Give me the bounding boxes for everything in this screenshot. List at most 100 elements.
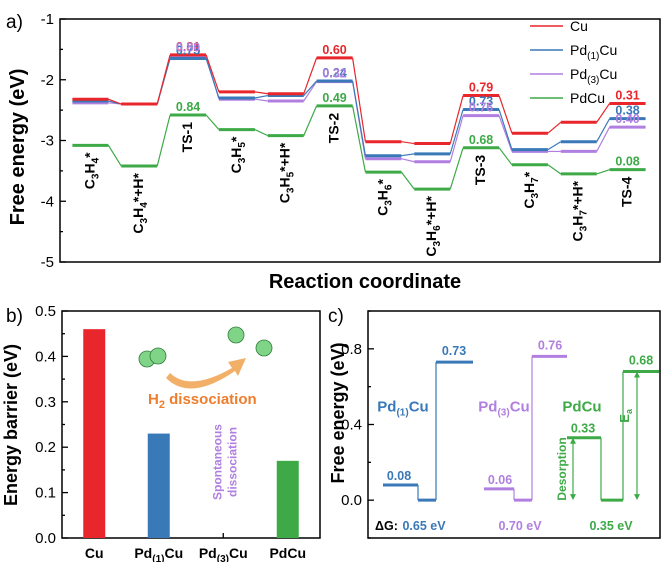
panel-a-state-label: C3H7* [521, 171, 541, 208]
state-label-main: C [521, 199, 537, 209]
panel-a-legend-label-Cu: Cu [570, 18, 588, 34]
panel-a-connector-PdCu [107, 145, 122, 167]
panel-b-x-tick-label-Cu: Cu [85, 545, 104, 561]
panel-c-desorption-arrow-head [570, 437, 576, 444]
panel-a-x-axis-label: Reaction coordinate [269, 271, 461, 293]
panel-b-spontaneous-label: Spontaneousdissociation [210, 424, 239, 500]
state-label-tail: *+H* [423, 196, 439, 226]
panel-a-connector-Cu [547, 121, 562, 134]
state-label-h: H [130, 208, 146, 218]
panel-b-x-tick-label-PdCu: PdCu [269, 545, 306, 561]
panel-a-connector-Cu [254, 91, 268, 95]
state-label-tail: *+H* [277, 142, 293, 172]
panel-a-connector-Cu [351, 57, 367, 142]
state-label-subscript: 3 [579, 225, 590, 231]
panel-a-state-label: C3H5* [228, 136, 248, 173]
state-label-main: TS-2 [326, 113, 342, 144]
panel-a-connector-Pd1Cu [449, 109, 464, 155]
panel-c-dg-label: ΔG: [375, 519, 398, 533]
panel-a-connector-Pd1Cu [303, 80, 318, 96]
panel-a-barrier-label-Cu: 0.79 [469, 81, 493, 95]
series-tail: Cu [510, 399, 530, 416]
spontaneous-line1: Spontaneous [210, 424, 224, 500]
panel-a-y-tick-label: -1 [41, 11, 54, 28]
state-label-subscript: 3 [237, 157, 248, 163]
panel-a-connector-PdCu [596, 169, 610, 175]
h2-subscript: 2 [159, 399, 165, 411]
panel-c-ea-arrow-head [634, 494, 640, 501]
state-label-subscript: 3 [383, 200, 394, 206]
h2-main: H [148, 391, 159, 408]
panel-b-label: b) [6, 306, 23, 327]
panel-a-connector-PdCu [547, 164, 562, 175]
legend-main: Pd [570, 66, 587, 82]
legend-main: PdCu [570, 90, 605, 106]
state-label-main: C [228, 163, 244, 173]
panel-a: a) Free energy (eV) Reaction coordinate … [6, 11, 661, 293]
panel-a-connector-PdCu [156, 114, 171, 167]
ea-subscript: a [624, 408, 634, 414]
state-label-subscript: 3 [90, 173, 101, 179]
panel-c-series-name-PdCu: PdCu [562, 399, 601, 416]
legend-main: Cu [570, 18, 588, 34]
panel-a-connector-Cu [205, 54, 220, 93]
state-label-main: C [570, 231, 586, 241]
panel-a-connector-PdCu [303, 105, 318, 136]
panel-a-connector-Pd1Cu [254, 94, 268, 99]
state-label-main: C [130, 223, 146, 233]
panel-b: b) Energy barrier (eV) 0.0 0.1 0.2 0.3 0.4 0.… [1, 303, 321, 562]
panel-a-barrier-label-Pd1Cu: 0.73 [469, 95, 493, 109]
panel-a-state-label: TS-4 [619, 176, 635, 207]
legend-subscript: (1) [587, 51, 599, 62]
series-tail: Cu [409, 399, 429, 416]
panel-c-y-tick-label: 0.0 [341, 492, 362, 509]
panel-c-dg-value-PdCu: 0.35 eV [589, 519, 633, 533]
panel-a-connector-PdCu [400, 171, 415, 190]
panel-a-connector-Pd3Cu [303, 81, 318, 102]
panel-a-barrier-label-Pd1Cu: 0.75 [176, 43, 200, 57]
panel-a-y-tick-label: -5 [41, 254, 54, 271]
panel-a-barrier-label-Pd1Cu: 0.38 [615, 104, 639, 118]
panel-a-connector-Cu [449, 95, 464, 144]
panel-a-connector-PdCu [254, 129, 269, 137]
panel-a-barrier-label-PdCu: 0.08 [615, 155, 639, 169]
state-label-tail: *+H* [570, 180, 586, 210]
state-label-main: TS-1 [179, 122, 195, 153]
panel-c-level-label-Pd3Cu: 0.06 [488, 473, 512, 487]
panel-a-connector-PdCu [449, 147, 464, 190]
panel-a-state-label: C3H7*+H* [570, 180, 590, 241]
state-label-subscript: 6 [432, 225, 443, 231]
series-subscript: (3) [497, 408, 509, 419]
state-label-main: C [81, 179, 97, 189]
state-label-tail: * [374, 179, 390, 185]
panel-a-barrier-label-Cu: 0.31 [615, 88, 639, 102]
series-subscript: (1) [396, 408, 408, 419]
panel-a-connector-Pd1Cu [547, 141, 562, 151]
panel-a-connector-Pd3Cu [498, 115, 513, 152]
panel-a-connector-Cu [108, 98, 122, 105]
panel-c-dg-value-Pd1Cu: 0.65 eV [402, 519, 446, 533]
cat-subscript: (3) [217, 554, 229, 562]
panel-b-y-tick-label: 0.0 [35, 530, 56, 547]
state-label-tail: *+H* [130, 172, 146, 202]
state-label-h: H [570, 216, 586, 226]
panel-a-y-tick-label: -4 [41, 193, 54, 210]
panel-c-y-tick-label: 0.8 [341, 341, 362, 358]
panel-a-connector-PdCu [351, 105, 367, 173]
panel-a-legend-label-Pd1Cu: Pd(1)Cu [570, 42, 617, 62]
panel-a-legend-label-Pd3Cu: Pd(3)Cu [570, 66, 617, 86]
panel-c-series-name-Pd3Cu: Pd(3)Cu [478, 399, 529, 419]
cat-main: Pd [199, 545, 217, 561]
panel-a-state-label: TS-1 [179, 122, 195, 153]
state-label-subscript: 3 [432, 241, 443, 247]
panel-a-connector-Pd3Cu [596, 126, 611, 152]
panel-b-dissociation-arrow [166, 358, 246, 389]
state-label-subscript: 3 [139, 217, 150, 223]
state-label-tail: * [81, 152, 97, 158]
panel-a-state-label: C3H5*+H* [277, 142, 297, 203]
panel-c-ea-label: Ea [617, 408, 634, 423]
state-label-h: H [374, 190, 390, 200]
panel-a-connector-PdCu [498, 147, 513, 166]
panel-a-connector-Cu [401, 141, 415, 145]
panel-a-barrier-label-Pd3Cu: 0.76 [469, 101, 493, 115]
